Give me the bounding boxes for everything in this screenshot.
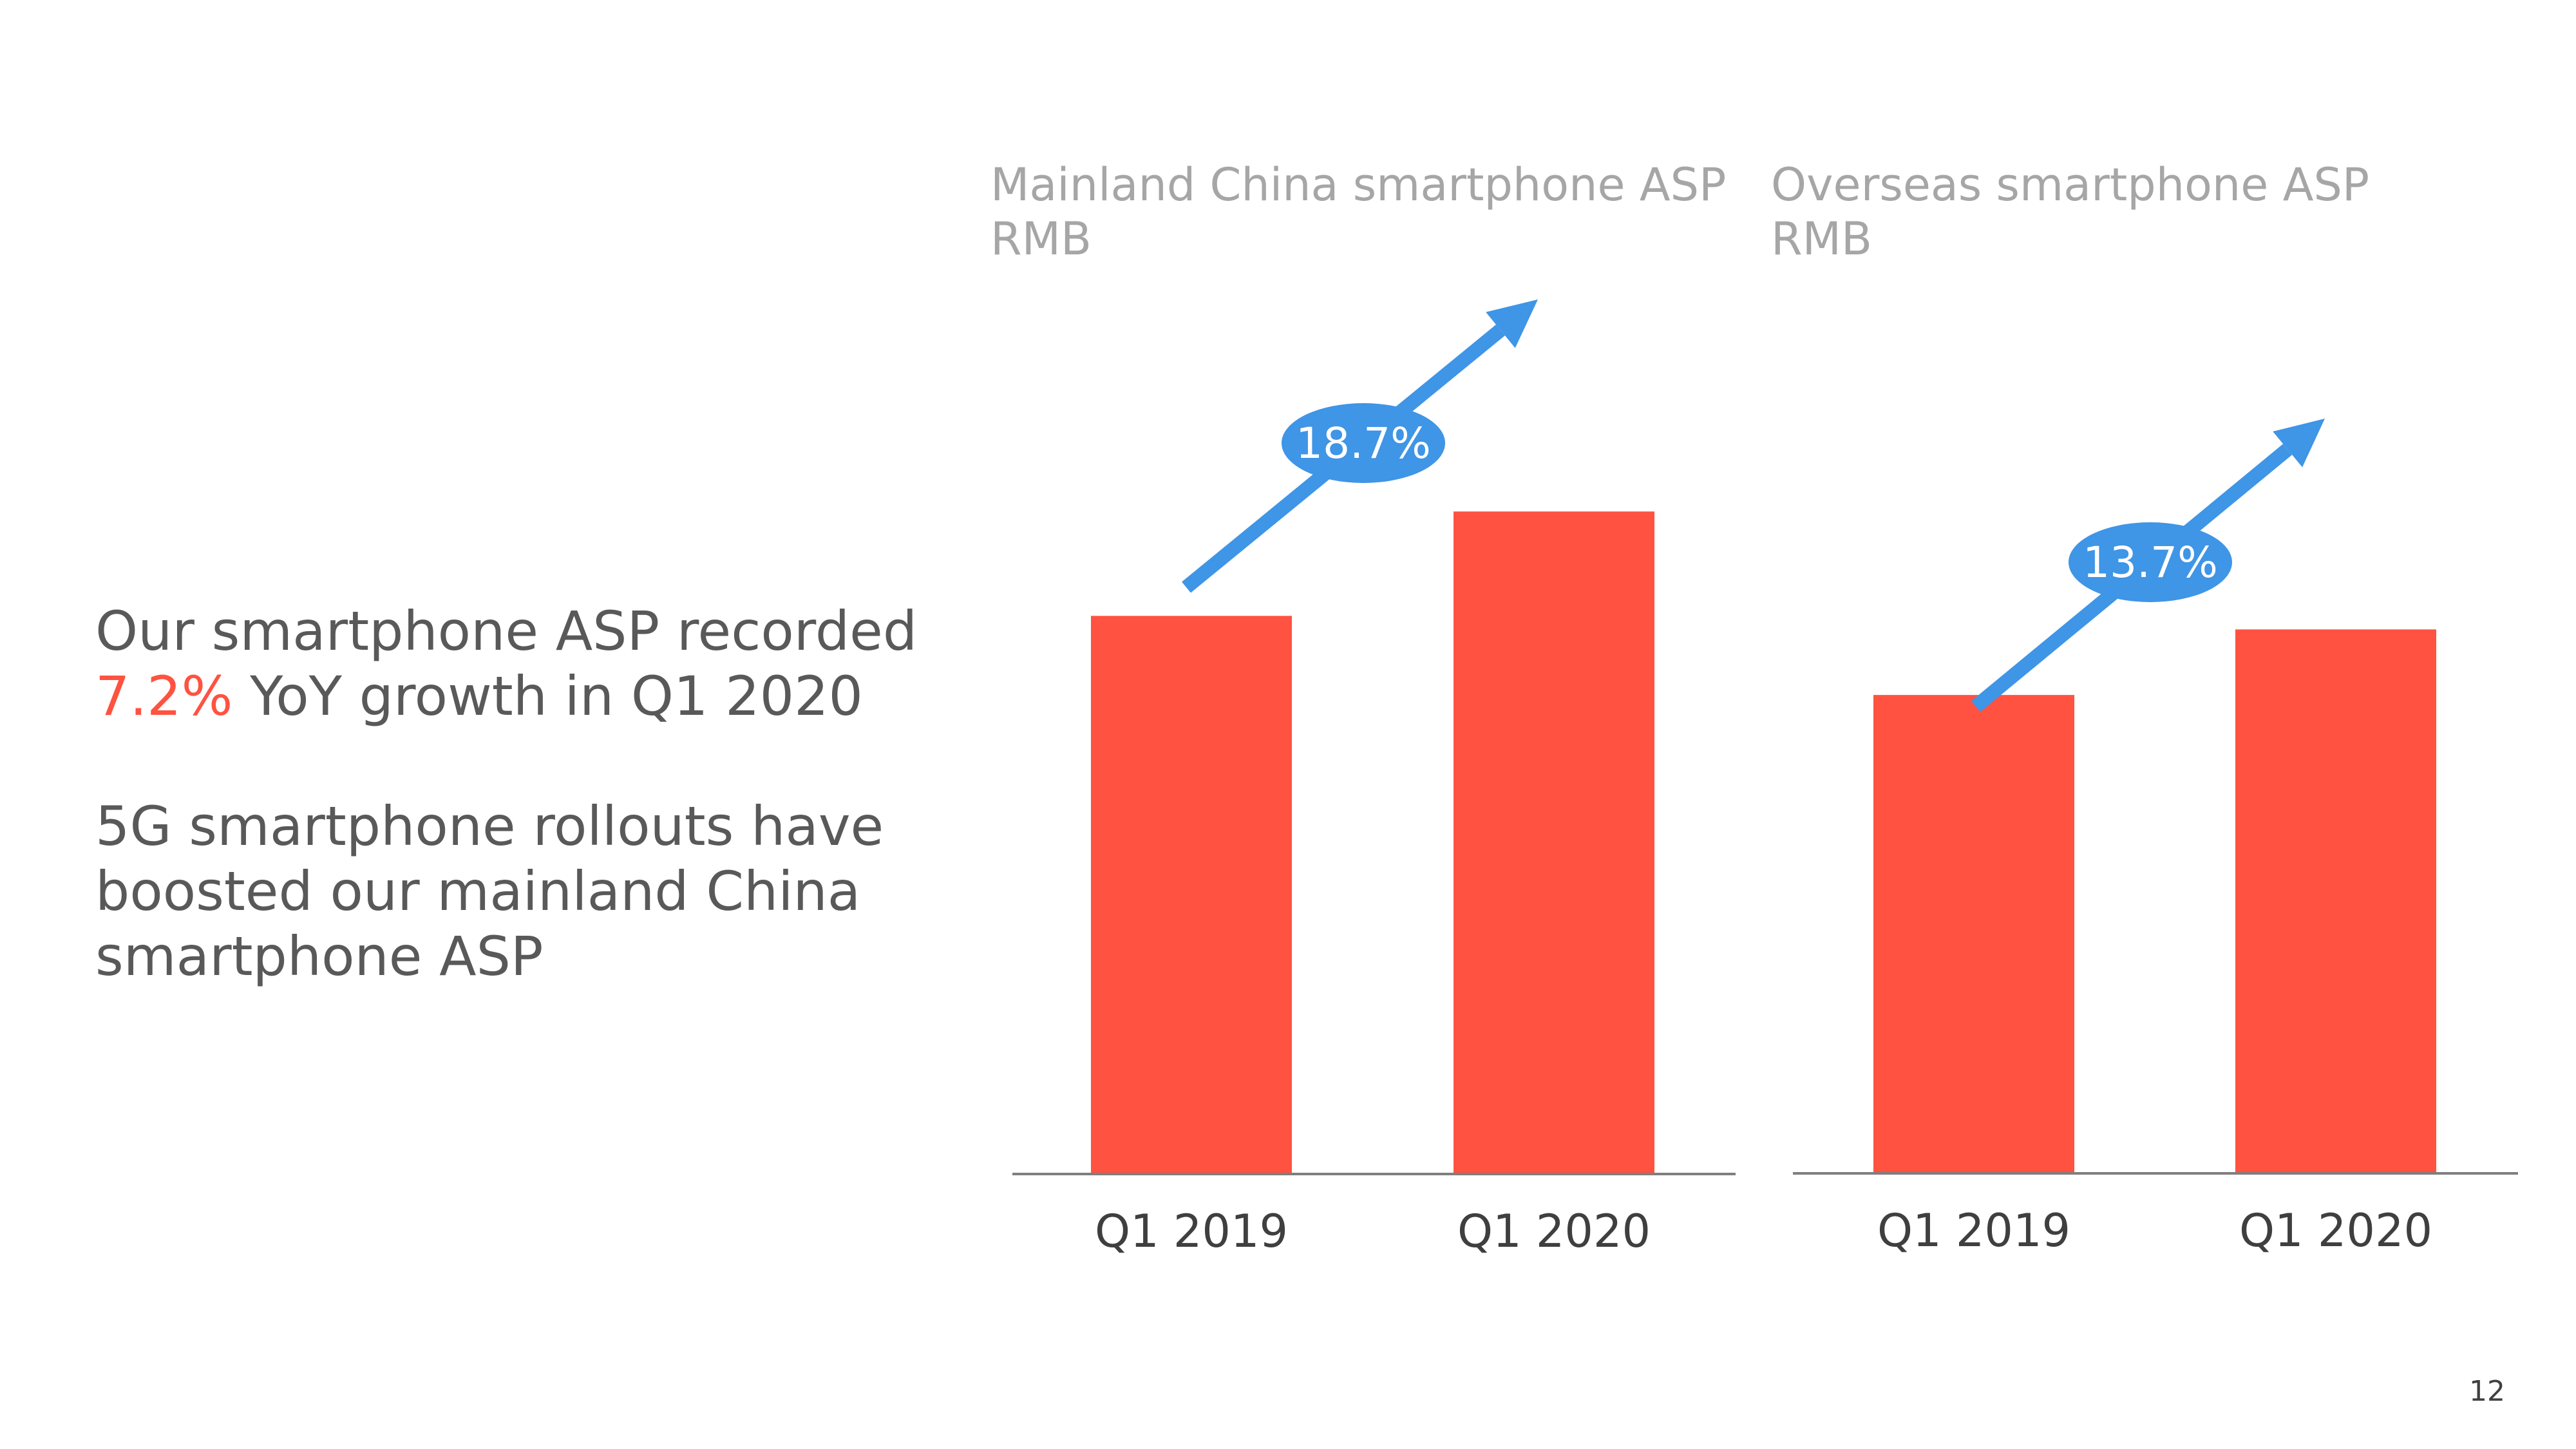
chart-title-mainland-text: Mainland China smartphone ASP <box>990 158 1727 211</box>
summary-text: Our smartphone ASP recorded 7.2% YoY grow… <box>95 599 1010 989</box>
chart-mainland: Q1 2019 Q1 2020 18.7% <box>1012 299 1736 1258</box>
growth-badge <box>2069 522 2232 602</box>
growth-arrow-head <box>1486 299 1538 348</box>
bar-overseas-q1-2020 <box>2235 629 2436 1173</box>
x-tick-label: Q1 2020 <box>2239 1204 2432 1257</box>
summary-paragraph-2: 5G smartphone rollouts have boosted our m… <box>95 795 884 988</box>
bar-mainland-q1-2020 <box>1454 511 1654 1175</box>
bar-overseas-q1-2019 <box>1873 695 2074 1173</box>
chart-title-overseas-text: Overseas smartphone ASP <box>1771 158 2370 211</box>
summary-line-1: Our smartphone ASP recorded 7.2% YoY grow… <box>95 600 918 728</box>
x-tick-label: Q1 2019 <box>1877 1204 2070 1257</box>
x-tick-label: Q1 2019 <box>1095 1205 1288 1258</box>
x-tick-label: Q1 2020 <box>1457 1205 1651 1258</box>
chart-subtitle-overseas: RMB <box>1771 213 1873 265</box>
growth-arrow-head <box>2273 419 2325 468</box>
chart-title-overseas: Overseas smartphone ASP RMB <box>1771 158 2369 266</box>
chart-title-mainland: Mainland China smartphone ASP RMB <box>990 158 1726 266</box>
chart-subtitle-mainland: RMB <box>990 213 1092 265</box>
chart-overseas: Q1 2019 Q1 2020 13.7% <box>1793 419 2518 1257</box>
page-number: 12 <box>2469 1375 2505 1408</box>
bar-mainland-q1-2019 <box>1091 616 1292 1174</box>
growth-badge-label: 18.7% <box>1296 419 1431 468</box>
growth-badge-label: 13.7% <box>2083 538 2218 587</box>
growth-highlight: 7.2% <box>95 665 233 728</box>
growth-badge <box>1282 403 1445 483</box>
